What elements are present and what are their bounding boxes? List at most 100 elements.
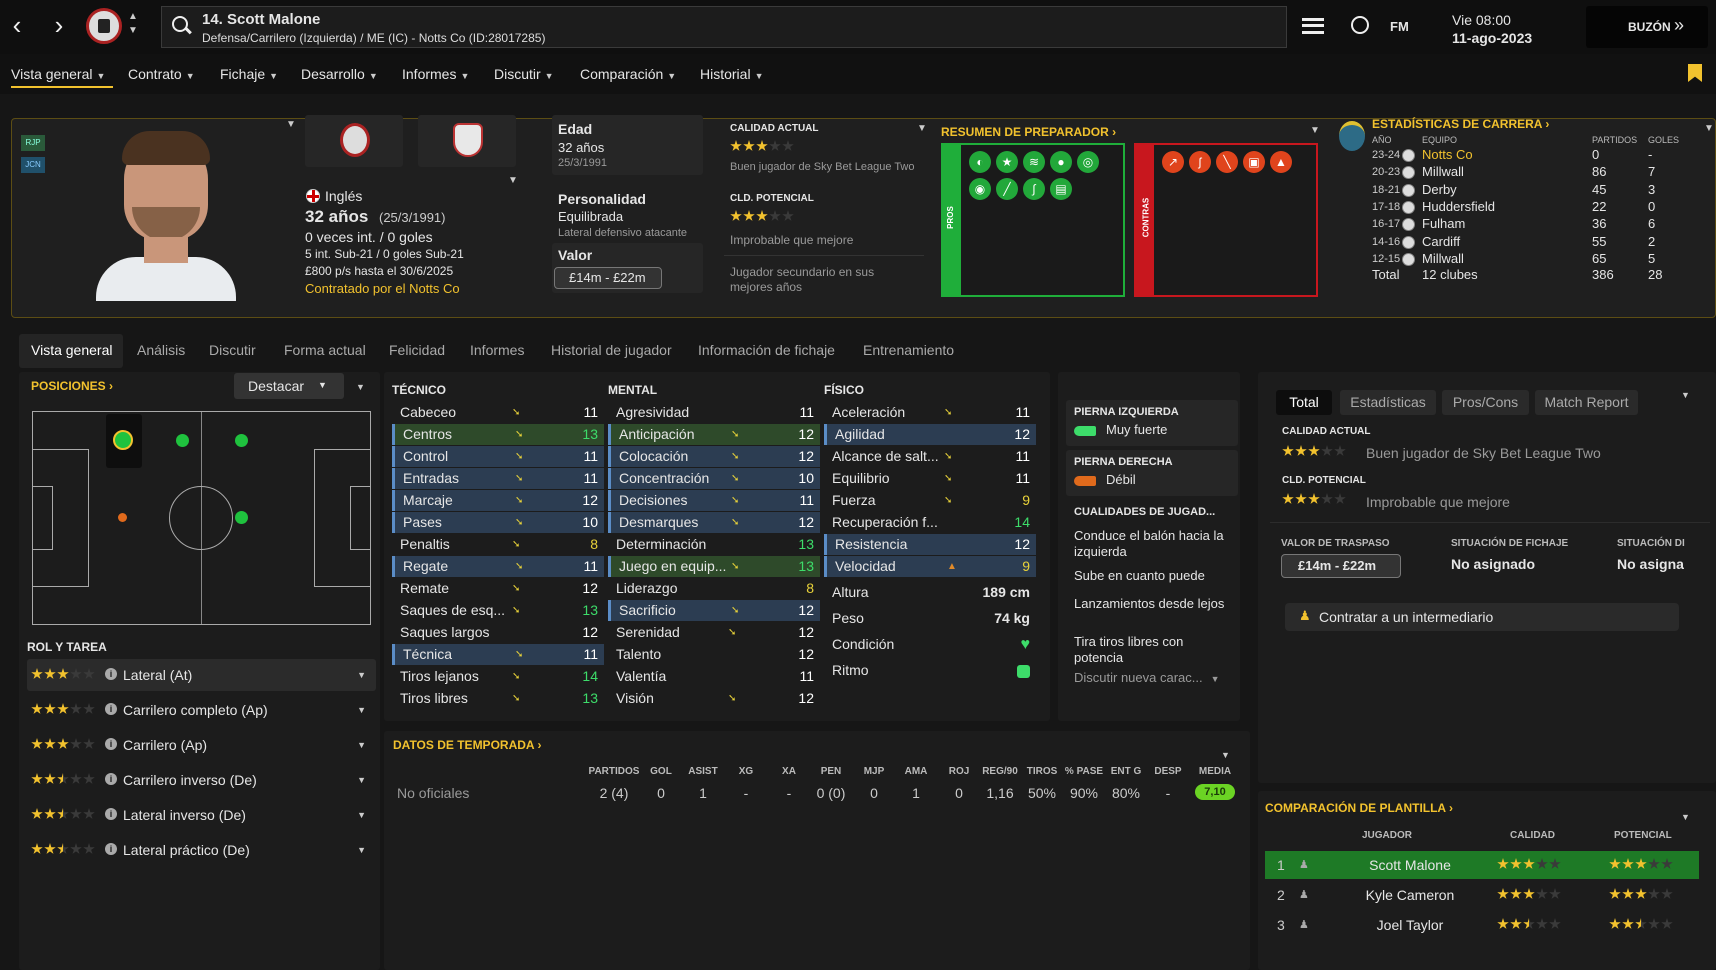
attribute-row[interactable]: Entradas ➘ 11	[392, 468, 604, 489]
globe-icon[interactable]	[1351, 16, 1369, 34]
coach-summary-title[interactable]: RESUMEN DE PREPARADOR ›	[941, 125, 1117, 139]
attribute-row[interactable]: Regate ➘ 11	[392, 556, 604, 577]
attribute-row[interactable]: Talento 12	[608, 644, 820, 665]
chevron-down-icon[interactable]: ▼	[357, 705, 366, 715]
menu-historial[interactable]: Historial ▼	[700, 66, 764, 82]
attribute-row[interactable]: Pases ➘ 10	[392, 512, 604, 533]
national-crest-button[interactable]	[418, 115, 516, 167]
role-row[interactable]: i Carrilero (Ap) ▼	[27, 729, 376, 761]
rhythm-icon[interactable]	[1017, 665, 1030, 678]
subtab-analisis[interactable]: Análisis	[137, 342, 186, 358]
menu-contrato[interactable]: Contrato ▼	[128, 66, 195, 82]
attribute-row[interactable]: Tiros lejanos ➘ 14	[392, 666, 604, 687]
attribute-row[interactable]: Serenidad ➘ 12	[608, 622, 820, 643]
con-icon-1[interactable]: ↗	[1162, 151, 1184, 173]
subtab-informes[interactable]: Informes	[470, 342, 525, 358]
attribute-row[interactable]: Visión ➘ 12	[608, 688, 820, 709]
chevron-down-icon[interactable]: ▼	[357, 740, 366, 750]
career-team[interactable]: Millwall	[1422, 250, 1464, 266]
squad-row[interactable]: 2 ♟ Kyle Cameron	[1265, 881, 1699, 909]
attribute-row[interactable]: Resistencia 12	[824, 534, 1036, 555]
chevron-down-icon[interactable]: ▼	[508, 175, 518, 186]
inbox-button[interactable]: BUZÓN »	[1586, 6, 1708, 48]
chevron-down-icon[interactable]: ▼	[357, 845, 366, 855]
highlight-dropdown[interactable]: Destacar ▼	[234, 373, 344, 399]
chevron-down-icon[interactable]: ▼	[1704, 123, 1714, 134]
attribute-row[interactable]: Fuerza ➘ 9	[824, 490, 1036, 511]
attribute-row[interactable]: Marcaje ➘ 12	[392, 490, 604, 511]
career-team[interactable]: Millwall	[1422, 164, 1464, 180]
menu-vista-general[interactable]: Vista general ▼	[11, 66, 105, 82]
attribute-row[interactable]: Velocidad ▲ 9	[824, 556, 1036, 577]
search-icon[interactable]	[172, 16, 188, 32]
chevron-down-icon[interactable]: ▼	[1681, 390, 1690, 400]
menu-fichaje[interactable]: Fichaje ▼	[220, 66, 278, 82]
info-icon[interactable]: i	[105, 808, 117, 820]
pro-icon-9[interactable]: ▤	[1050, 178, 1072, 200]
bookmark-icon[interactable]	[1688, 64, 1702, 82]
chevron-down-icon[interactable]: ▼	[357, 810, 366, 820]
discuss-trait-button[interactable]: Discutir nueva carac... ▼	[1074, 670, 1220, 685]
menu-desarrollo[interactable]: Desarrollo ▼	[301, 66, 378, 82]
info-icon[interactable]: i	[105, 668, 117, 680]
subtab-entrenamiento[interactable]: Entrenamiento	[863, 342, 955, 358]
attribute-row[interactable]: Agresividad 11	[608, 402, 820, 423]
con-icon-4[interactable]: ▣	[1243, 151, 1265, 173]
role-row[interactable]: i Carrilero inverso (De) ▼	[27, 764, 376, 796]
attribute-row[interactable]: Determinación 13	[608, 534, 820, 555]
career-team[interactable]: Cardiff	[1422, 233, 1461, 249]
info-icon[interactable]: i	[105, 773, 117, 785]
attribute-row[interactable]: Anticipación ➘ 12	[608, 424, 820, 445]
season-title[interactable]: DATOS DE TEMPORADA ›	[393, 738, 542, 752]
con-icon-3[interactable]: ╲	[1216, 151, 1238, 173]
attribute-row[interactable]: Recuperación f... 14	[824, 512, 1036, 533]
heart-icon[interactable]: ♥	[1020, 636, 1031, 653]
career-title[interactable]: ESTADÍSTICAS DE CARRERA ›	[1372, 117, 1550, 131]
attribute-row[interactable]: Aceleración ➘ 11	[824, 402, 1036, 423]
role-row[interactable]: i Lateral práctico (De) ▼	[27, 834, 376, 866]
attribute-row[interactable]: Control ➘ 11	[392, 446, 604, 467]
forward-arrow-icon[interactable]: ›	[54, 10, 64, 40]
info-icon[interactable]: i	[105, 738, 117, 750]
attribute-row[interactable]: Técnica ➘ 11	[392, 644, 604, 665]
menu-informes[interactable]: Informes ▼	[402, 66, 469, 82]
subtab-discutir[interactable]: Discutir	[209, 342, 256, 358]
chevron-down-icon[interactable]: ▼	[357, 775, 366, 785]
attribute-row[interactable]: Saques de esq... ➘ 13	[392, 600, 604, 621]
role-row[interactable]: i Lateral (At) ▼	[27, 659, 376, 691]
position-wbl[interactable]	[235, 434, 248, 447]
chevron-down-icon[interactable]: ▼	[357, 670, 366, 680]
con-icon-5[interactable]: ▲	[1270, 151, 1292, 173]
pro-icon-6[interactable]: ◉	[969, 178, 991, 200]
transfer-pill[interactable]: £14m - £22m	[1281, 554, 1401, 578]
career-team[interactable]: Derby	[1422, 181, 1457, 197]
subtab-info-fichaje[interactable]: Información de fichaje	[698, 342, 835, 358]
pro-icon-1[interactable]: ◐	[969, 151, 991, 173]
fm-logo[interactable]: FM	[1390, 19, 1409, 34]
attribute-row[interactable]: Equilibrio ➘ 11	[824, 468, 1036, 489]
chevron-down-icon[interactable]: ▼	[286, 119, 296, 130]
career-team[interactable]: Fulham	[1422, 216, 1466, 232]
position-ml-weak[interactable]	[118, 513, 127, 522]
pro-icon-8[interactable]: ∫	[1023, 178, 1045, 200]
role-row[interactable]: i Carrilero completo (Ap) ▼	[27, 694, 376, 726]
attribute-row[interactable]: Centros ➘ 13	[392, 424, 604, 445]
info-icon[interactable]: i	[105, 703, 117, 715]
club-crest-icon[interactable]	[86, 8, 122, 44]
attribute-row[interactable]: Cabeceo ➘ 11	[392, 402, 604, 423]
attribute-row[interactable]: Remate ➘ 12	[392, 578, 604, 599]
attribute-row[interactable]: Alcance de salt... ➘ 11	[824, 446, 1036, 467]
squad-row[interactable]: 1 ♟ Scott Malone	[1265, 851, 1699, 879]
rp-tab[interactable]: Total	[1276, 390, 1332, 415]
signed-by[interactable]: Contratado por el Notts Co	[305, 281, 460, 296]
positions-title[interactable]: POSICIONES ›	[31, 379, 114, 393]
squad-row[interactable]: 3 ♟ Joel Taylor	[1265, 911, 1699, 939]
subtab-forma-actual[interactable]: Forma actual	[284, 342, 366, 358]
pro-icon-7[interactable]: ╱	[996, 178, 1018, 200]
squad-title[interactable]: COMPARACIÓN DE PLANTILLA ›	[1265, 801, 1453, 815]
pro-icon-5[interactable]: ◎	[1077, 151, 1099, 173]
attribute-row[interactable]: Tiros libres ➘ 13	[392, 688, 604, 709]
chevron-down-icon[interactable]: ▼	[917, 123, 927, 134]
club-crest-button[interactable]	[305, 115, 403, 167]
position-dl-natural[interactable]	[113, 430, 133, 450]
